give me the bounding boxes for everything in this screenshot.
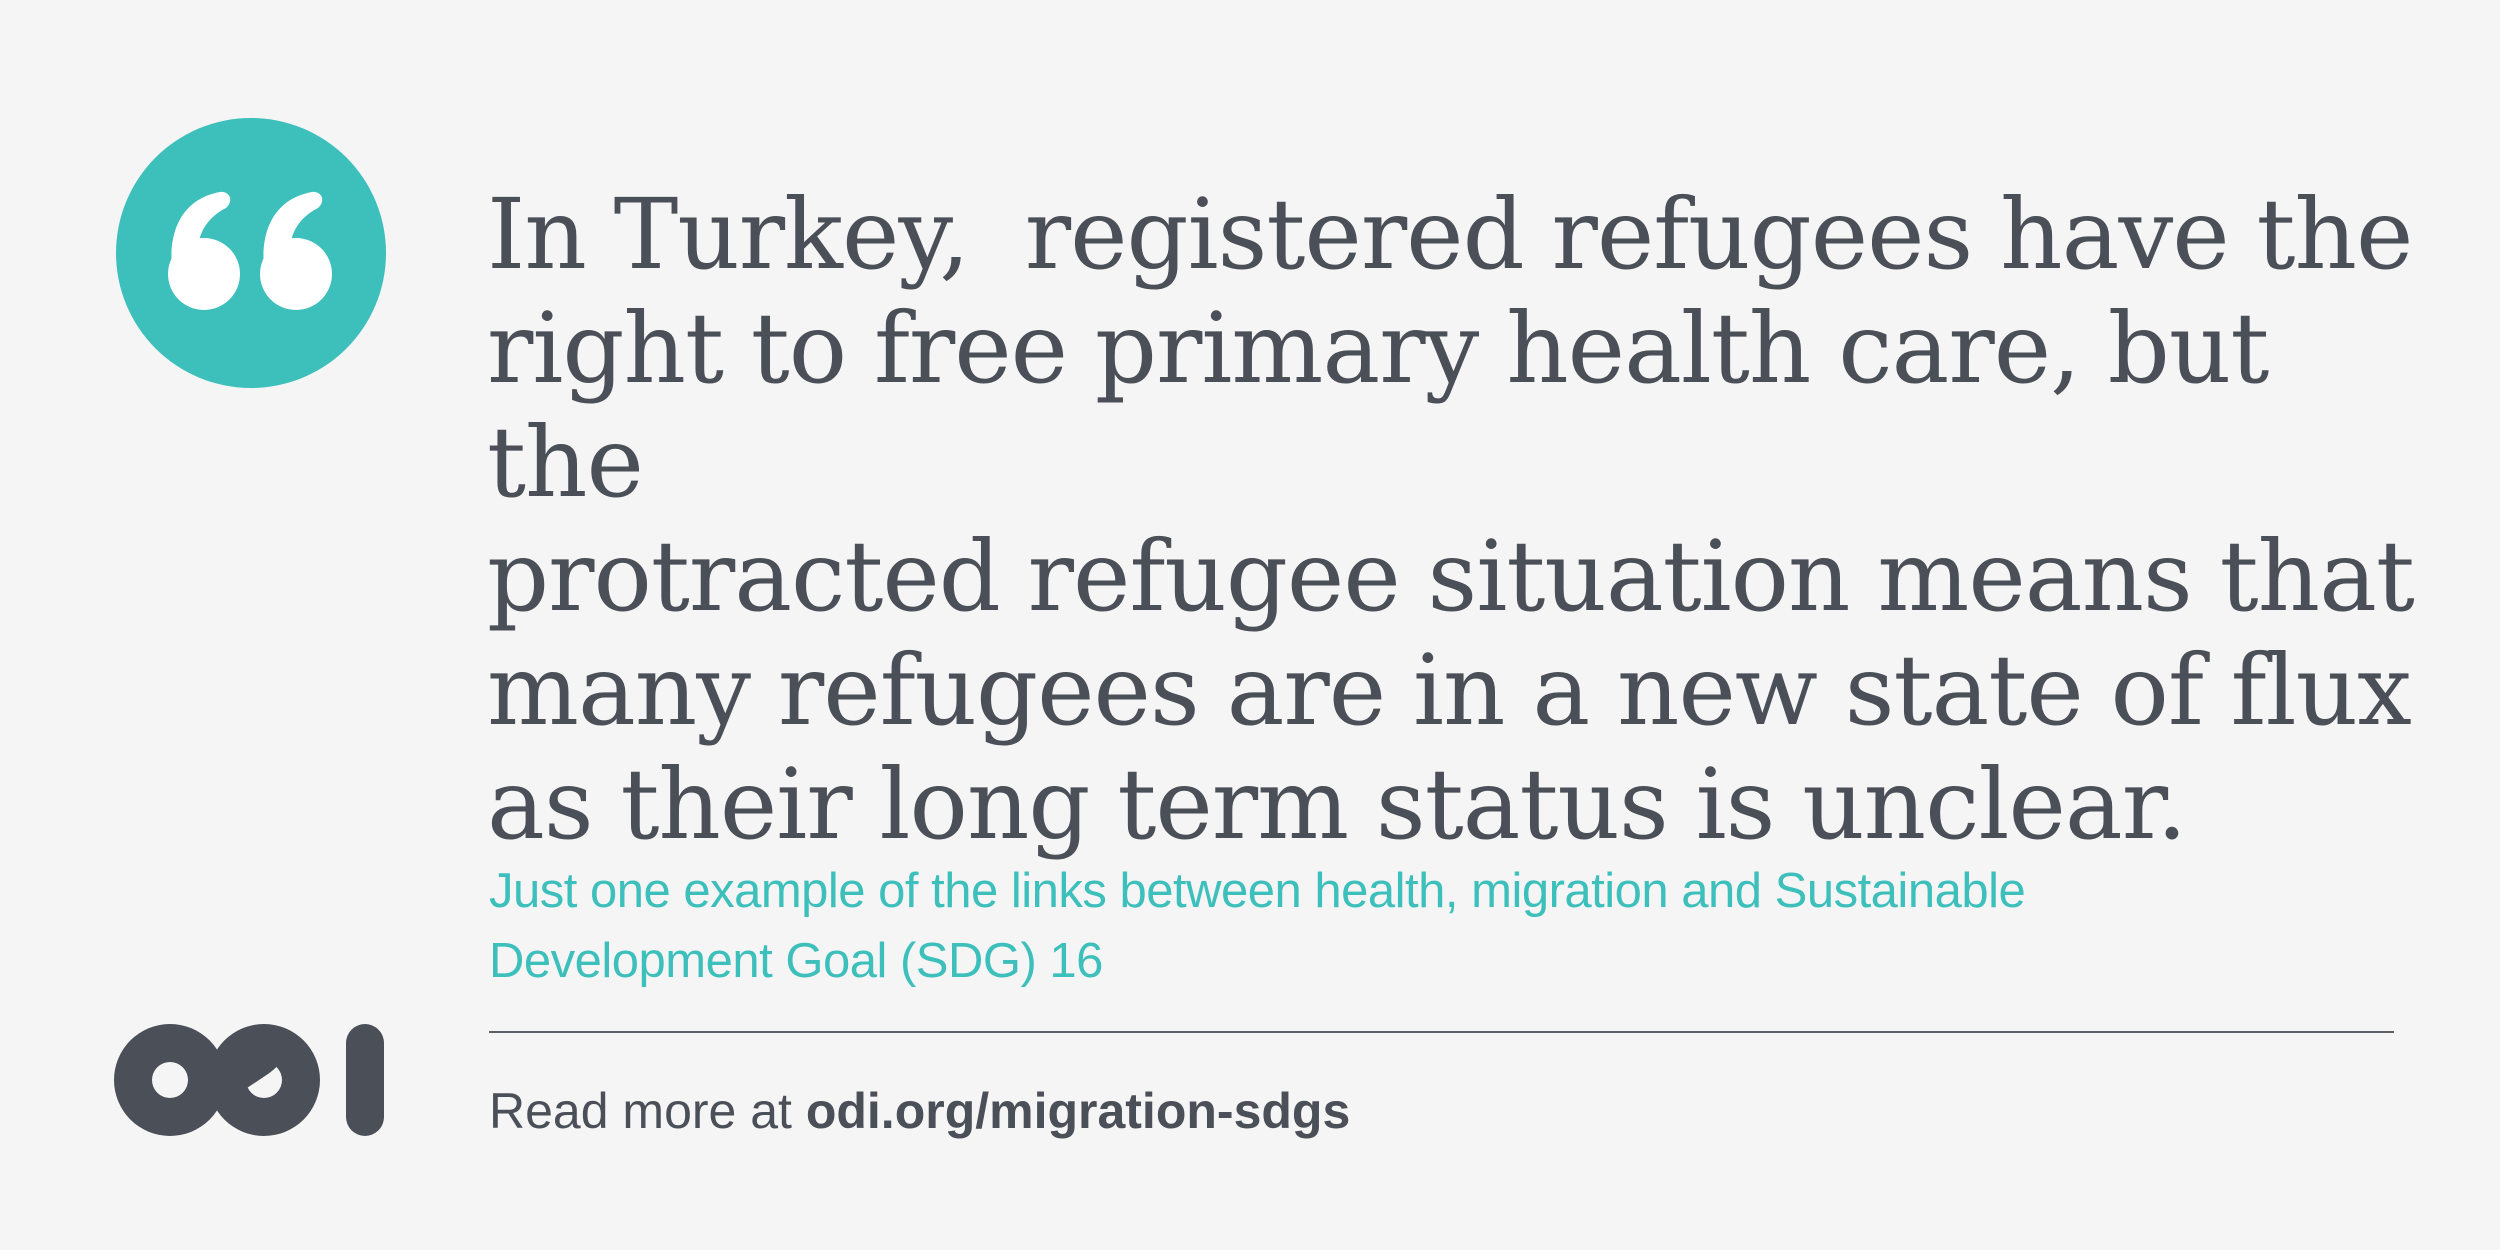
quote-line: many refugees are in a new state of flux bbox=[487, 634, 2412, 747]
quote-line: protracted refugee situation means that bbox=[487, 520, 2415, 633]
divider bbox=[489, 1031, 2394, 1033]
odi-logo: odi bbox=[104, 1014, 404, 1146]
quote-marks-icon bbox=[116, 118, 386, 388]
quote-line: In Turkey, registered refugees have the bbox=[487, 178, 2413, 291]
quote-line: as their long term status is unclear. bbox=[487, 748, 2187, 861]
caption-line: Development Goal (SDG) 16 bbox=[489, 934, 1103, 988]
caption-line: Just one example of the links between he… bbox=[489, 864, 2026, 918]
caption: Just one example of the links between he… bbox=[489, 856, 2389, 996]
quote-line: right to free primary health care, but t… bbox=[487, 292, 2297, 519]
read-more-prefix: Read more at bbox=[489, 1083, 806, 1139]
read-more-link[interactable]: odi.org/migration-sdgs bbox=[805, 1083, 1351, 1139]
quote-text: In Turkey, registered refugees have the … bbox=[487, 178, 2447, 862]
read-more-footer: Read more at odi.org/migration-sdgs bbox=[489, 1076, 1350, 1146]
